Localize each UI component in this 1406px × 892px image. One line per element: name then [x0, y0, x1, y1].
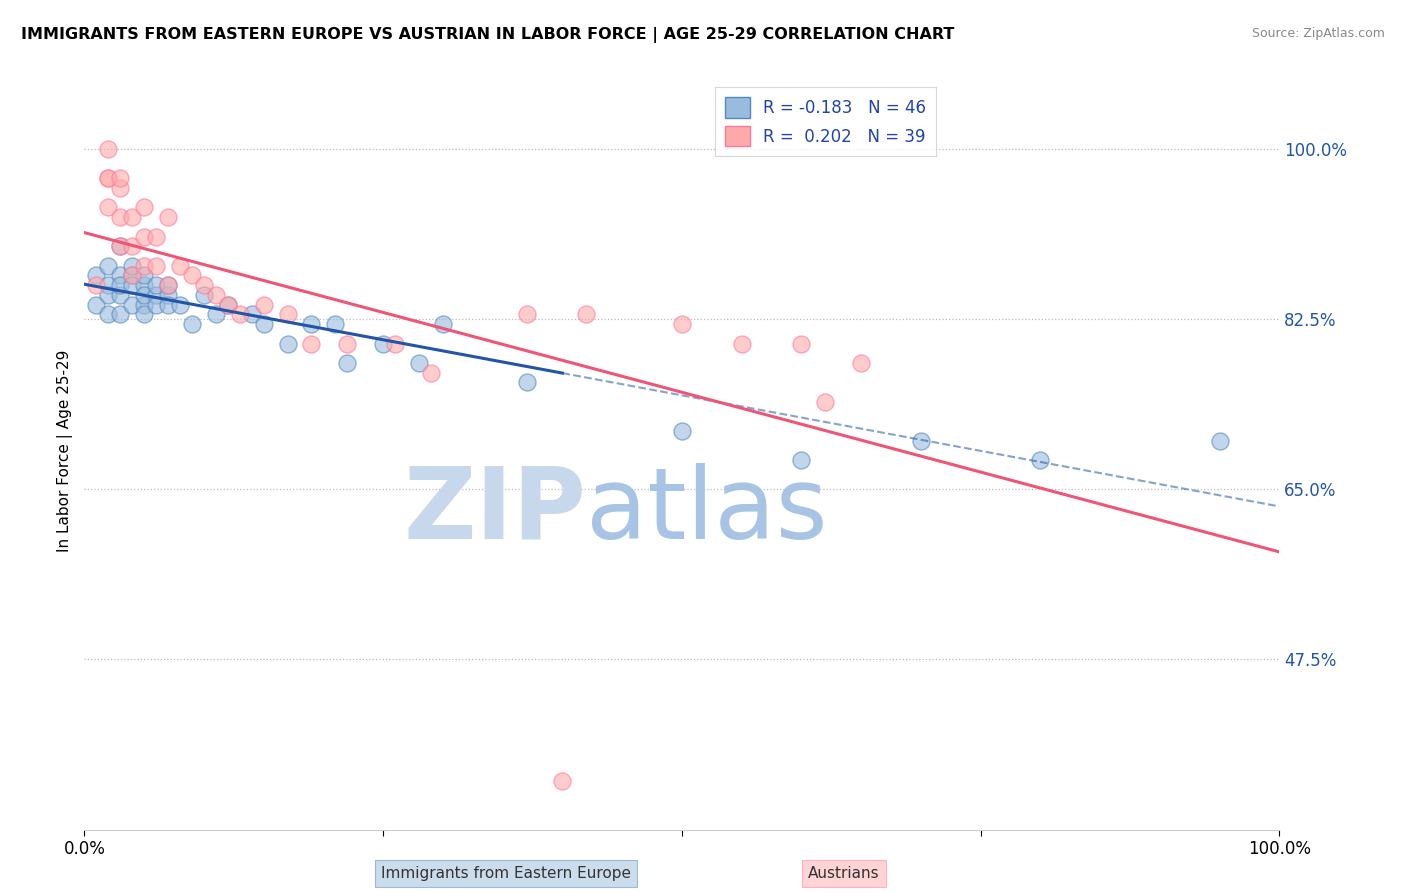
Point	[97, 259, 120, 273]
Point	[157, 288, 180, 302]
Point	[110, 239, 132, 253]
Point	[217, 298, 239, 312]
Point	[132, 307, 156, 321]
Point	[790, 336, 813, 351]
Point	[110, 181, 132, 195]
Point	[205, 288, 228, 302]
Point	[181, 317, 204, 331]
Point	[97, 171, 120, 186]
Point	[110, 239, 132, 253]
Point	[325, 317, 347, 331]
Point	[384, 336, 406, 351]
Point	[121, 259, 143, 273]
Point	[408, 356, 430, 370]
Point	[86, 278, 108, 293]
Text: IMMIGRANTS FROM EASTERN EUROPE VS AUSTRIAN IN LABOR FORCE | AGE 25-29 CORRELATIO: IMMIGRANTS FROM EASTERN EUROPE VS AUSTRI…	[21, 27, 955, 43]
Point	[169, 298, 191, 312]
Point	[277, 336, 299, 351]
Point	[145, 298, 167, 312]
Text: Source: ZipAtlas.com: Source: ZipAtlas.com	[1251, 27, 1385, 40]
Point	[121, 268, 143, 283]
Point	[97, 307, 120, 321]
Point	[132, 278, 156, 293]
Point	[97, 288, 120, 302]
Point	[157, 210, 180, 224]
Point	[97, 171, 120, 186]
Point	[814, 395, 837, 409]
Point	[373, 336, 395, 351]
Text: Immigrants from Eastern Europe: Immigrants from Eastern Europe	[381, 866, 631, 881]
Point	[132, 298, 156, 312]
Point	[253, 298, 276, 312]
Point	[132, 268, 156, 283]
Point	[121, 298, 143, 312]
Point	[157, 298, 180, 312]
Point	[205, 307, 228, 321]
Point	[97, 201, 120, 215]
Point	[516, 376, 538, 390]
Point	[97, 278, 120, 293]
Point	[121, 278, 143, 293]
Point	[301, 317, 323, 331]
Point	[229, 307, 252, 321]
Point	[910, 434, 932, 448]
Text: atlas: atlas	[586, 463, 828, 559]
Point	[1209, 434, 1232, 448]
Point	[110, 278, 132, 293]
Point	[671, 317, 693, 331]
Point	[110, 288, 132, 302]
Point	[671, 424, 693, 438]
Point	[193, 288, 215, 302]
Point	[145, 278, 167, 293]
Point	[121, 239, 143, 253]
Point	[217, 298, 239, 312]
Point	[157, 278, 180, 293]
Point	[277, 307, 299, 321]
Y-axis label: In Labor Force | Age 25-29: In Labor Force | Age 25-29	[58, 350, 73, 551]
Point	[121, 210, 143, 224]
Point	[110, 210, 132, 224]
Point	[132, 229, 156, 244]
Point	[1029, 453, 1052, 467]
Point	[145, 229, 167, 244]
Point	[145, 259, 167, 273]
Point	[851, 356, 873, 370]
Point	[121, 268, 143, 283]
Point	[169, 259, 191, 273]
Point	[86, 298, 108, 312]
Point	[110, 268, 132, 283]
Point	[240, 307, 263, 321]
Point	[193, 278, 215, 293]
Point	[132, 259, 156, 273]
Point	[86, 268, 108, 283]
Point	[110, 307, 132, 321]
Point	[132, 288, 156, 302]
Point	[132, 201, 156, 215]
Point	[110, 171, 132, 186]
Legend: R = -0.183   N = 46, R =  0.202   N = 39: R = -0.183 N = 46, R = 0.202 N = 39	[716, 87, 936, 156]
Point	[157, 278, 180, 293]
Point	[420, 366, 443, 380]
Point	[97, 142, 120, 156]
Text: ZIP: ZIP	[404, 463, 586, 559]
Point	[336, 336, 359, 351]
Point	[432, 317, 454, 331]
Point	[336, 356, 359, 370]
Point	[516, 307, 538, 321]
Point	[145, 288, 167, 302]
Point	[790, 453, 813, 467]
Text: Austrians: Austrians	[808, 866, 879, 881]
Point	[551, 774, 574, 789]
Point	[575, 307, 598, 321]
Point	[301, 336, 323, 351]
Point	[731, 336, 754, 351]
Point	[253, 317, 276, 331]
Point	[181, 268, 204, 283]
